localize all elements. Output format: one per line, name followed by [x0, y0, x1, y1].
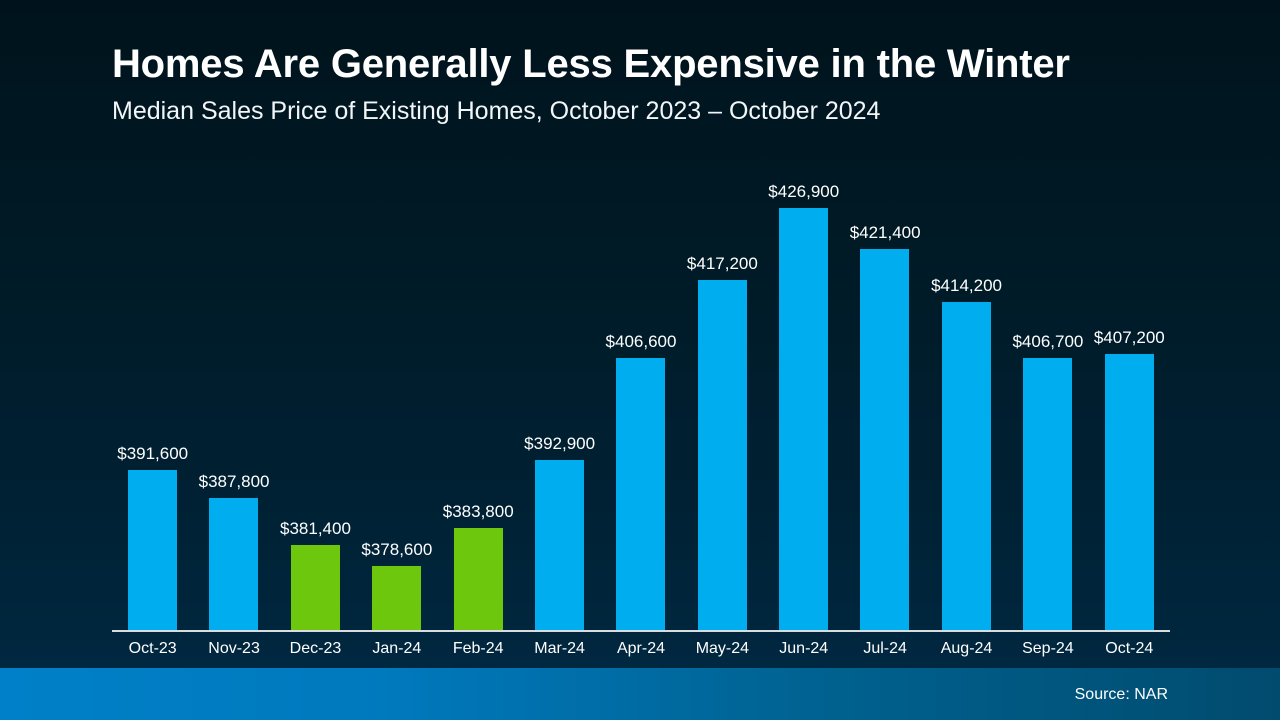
- bar-group: $391,600: [112, 170, 193, 630]
- bar[interactable]: [209, 497, 259, 630]
- bar[interactable]: [453, 527, 503, 630]
- bar-value-label: $417,200: [686, 253, 758, 273]
- bar[interactable]: [372, 566, 422, 630]
- category-label-aug-24: Aug-24: [940, 640, 993, 657]
- bar[interactable]: [697, 279, 747, 630]
- bar-group: $426,900: [763, 170, 844, 630]
- bar-value-label: $406,700: [1012, 331, 1084, 351]
- category-label-dec-23: Dec-23: [289, 640, 342, 657]
- bar[interactable]: [1023, 357, 1073, 630]
- bar-value-label: $426,900: [768, 181, 840, 201]
- category-label-mar-24: Mar-24: [534, 640, 585, 657]
- bar-value-label: $383,800: [442, 501, 514, 521]
- bar[interactable]: [534, 460, 584, 630]
- bar-value-label: $391,600: [117, 443, 189, 463]
- bar-value-label: $381,400: [280, 519, 351, 539]
- category-label-sep-24: Sep-24: [1022, 640, 1074, 657]
- category-label-jun-24: Jun-24: [779, 640, 829, 657]
- bar-group: $381,400: [275, 170, 356, 630]
- page-title: Homes Are Generally Less Expensive in th…: [112, 42, 1070, 86]
- bar[interactable]: [1104, 354, 1154, 630]
- category-axis-line: [112, 630, 1170, 632]
- category-label-jan-24: Jan-24: [372, 640, 422, 657]
- bar-group: $407,200: [1089, 170, 1170, 630]
- bar-group: $406,700: [1007, 170, 1088, 630]
- bar-value-label: $414,200: [931, 276, 1002, 296]
- bar[interactable]: [616, 358, 666, 630]
- bar[interactable]: [941, 302, 991, 630]
- bar[interactable]: [128, 469, 177, 630]
- category-label-may-24: May-24: [695, 640, 750, 657]
- chart-header: Homes Are Generally Less Expensive in th…: [112, 42, 1212, 126]
- bar-group: $383,800: [438, 170, 519, 630]
- bar-group: $387,800: [193, 170, 274, 630]
- bar-value-label: $378,600: [361, 540, 433, 560]
- category-label-apr-24: Apr-24: [616, 640, 665, 657]
- bar-group: $378,600: [356, 170, 437, 630]
- bar-value-label: $387,800: [198, 471, 270, 491]
- bar-value-label: $421,400: [849, 222, 921, 242]
- bar[interactable]: [779, 207, 829, 630]
- bar[interactable]: [290, 545, 340, 630]
- chart-subtitle: Median Sales Price of Existing Homes, Oc…: [112, 97, 881, 125]
- bar-group: $421,400: [844, 170, 925, 630]
- category-label-jul-24: Jul-24: [863, 640, 907, 657]
- source-attribution: Source: NAR: [1074, 686, 1168, 703]
- bar-group: $417,200: [682, 170, 763, 630]
- category-label-oct-23: Oct-23: [128, 640, 177, 657]
- footer-bar: Source: NAR: [0, 668, 1280, 720]
- bar-group: $392,900: [519, 170, 600, 630]
- bar-group: $414,200: [926, 170, 1007, 630]
- category-label-oct-24: Oct-24: [1105, 640, 1154, 657]
- category-axis-labels: Oct-23 Nov-23 Dec-23 Jan-24 Feb-24 Mar-24 Apr-…: [112, 640, 1170, 664]
- bar-value-label: $406,600: [605, 332, 677, 352]
- bar-value-label: $407,200: [1093, 328, 1165, 347]
- bar[interactable]: [860, 248, 910, 630]
- category-label-feb-24: Feb-24: [452, 640, 504, 657]
- bar-group: $406,600: [600, 170, 681, 630]
- category-label-nov-23: Nov-23: [208, 640, 260, 657]
- bar-chart-plot-area: $391,600 $387,800 $381,400 $378,600 $383,800…: [112, 170, 1170, 632]
- bar-value-label: $392,900: [524, 434, 596, 454]
